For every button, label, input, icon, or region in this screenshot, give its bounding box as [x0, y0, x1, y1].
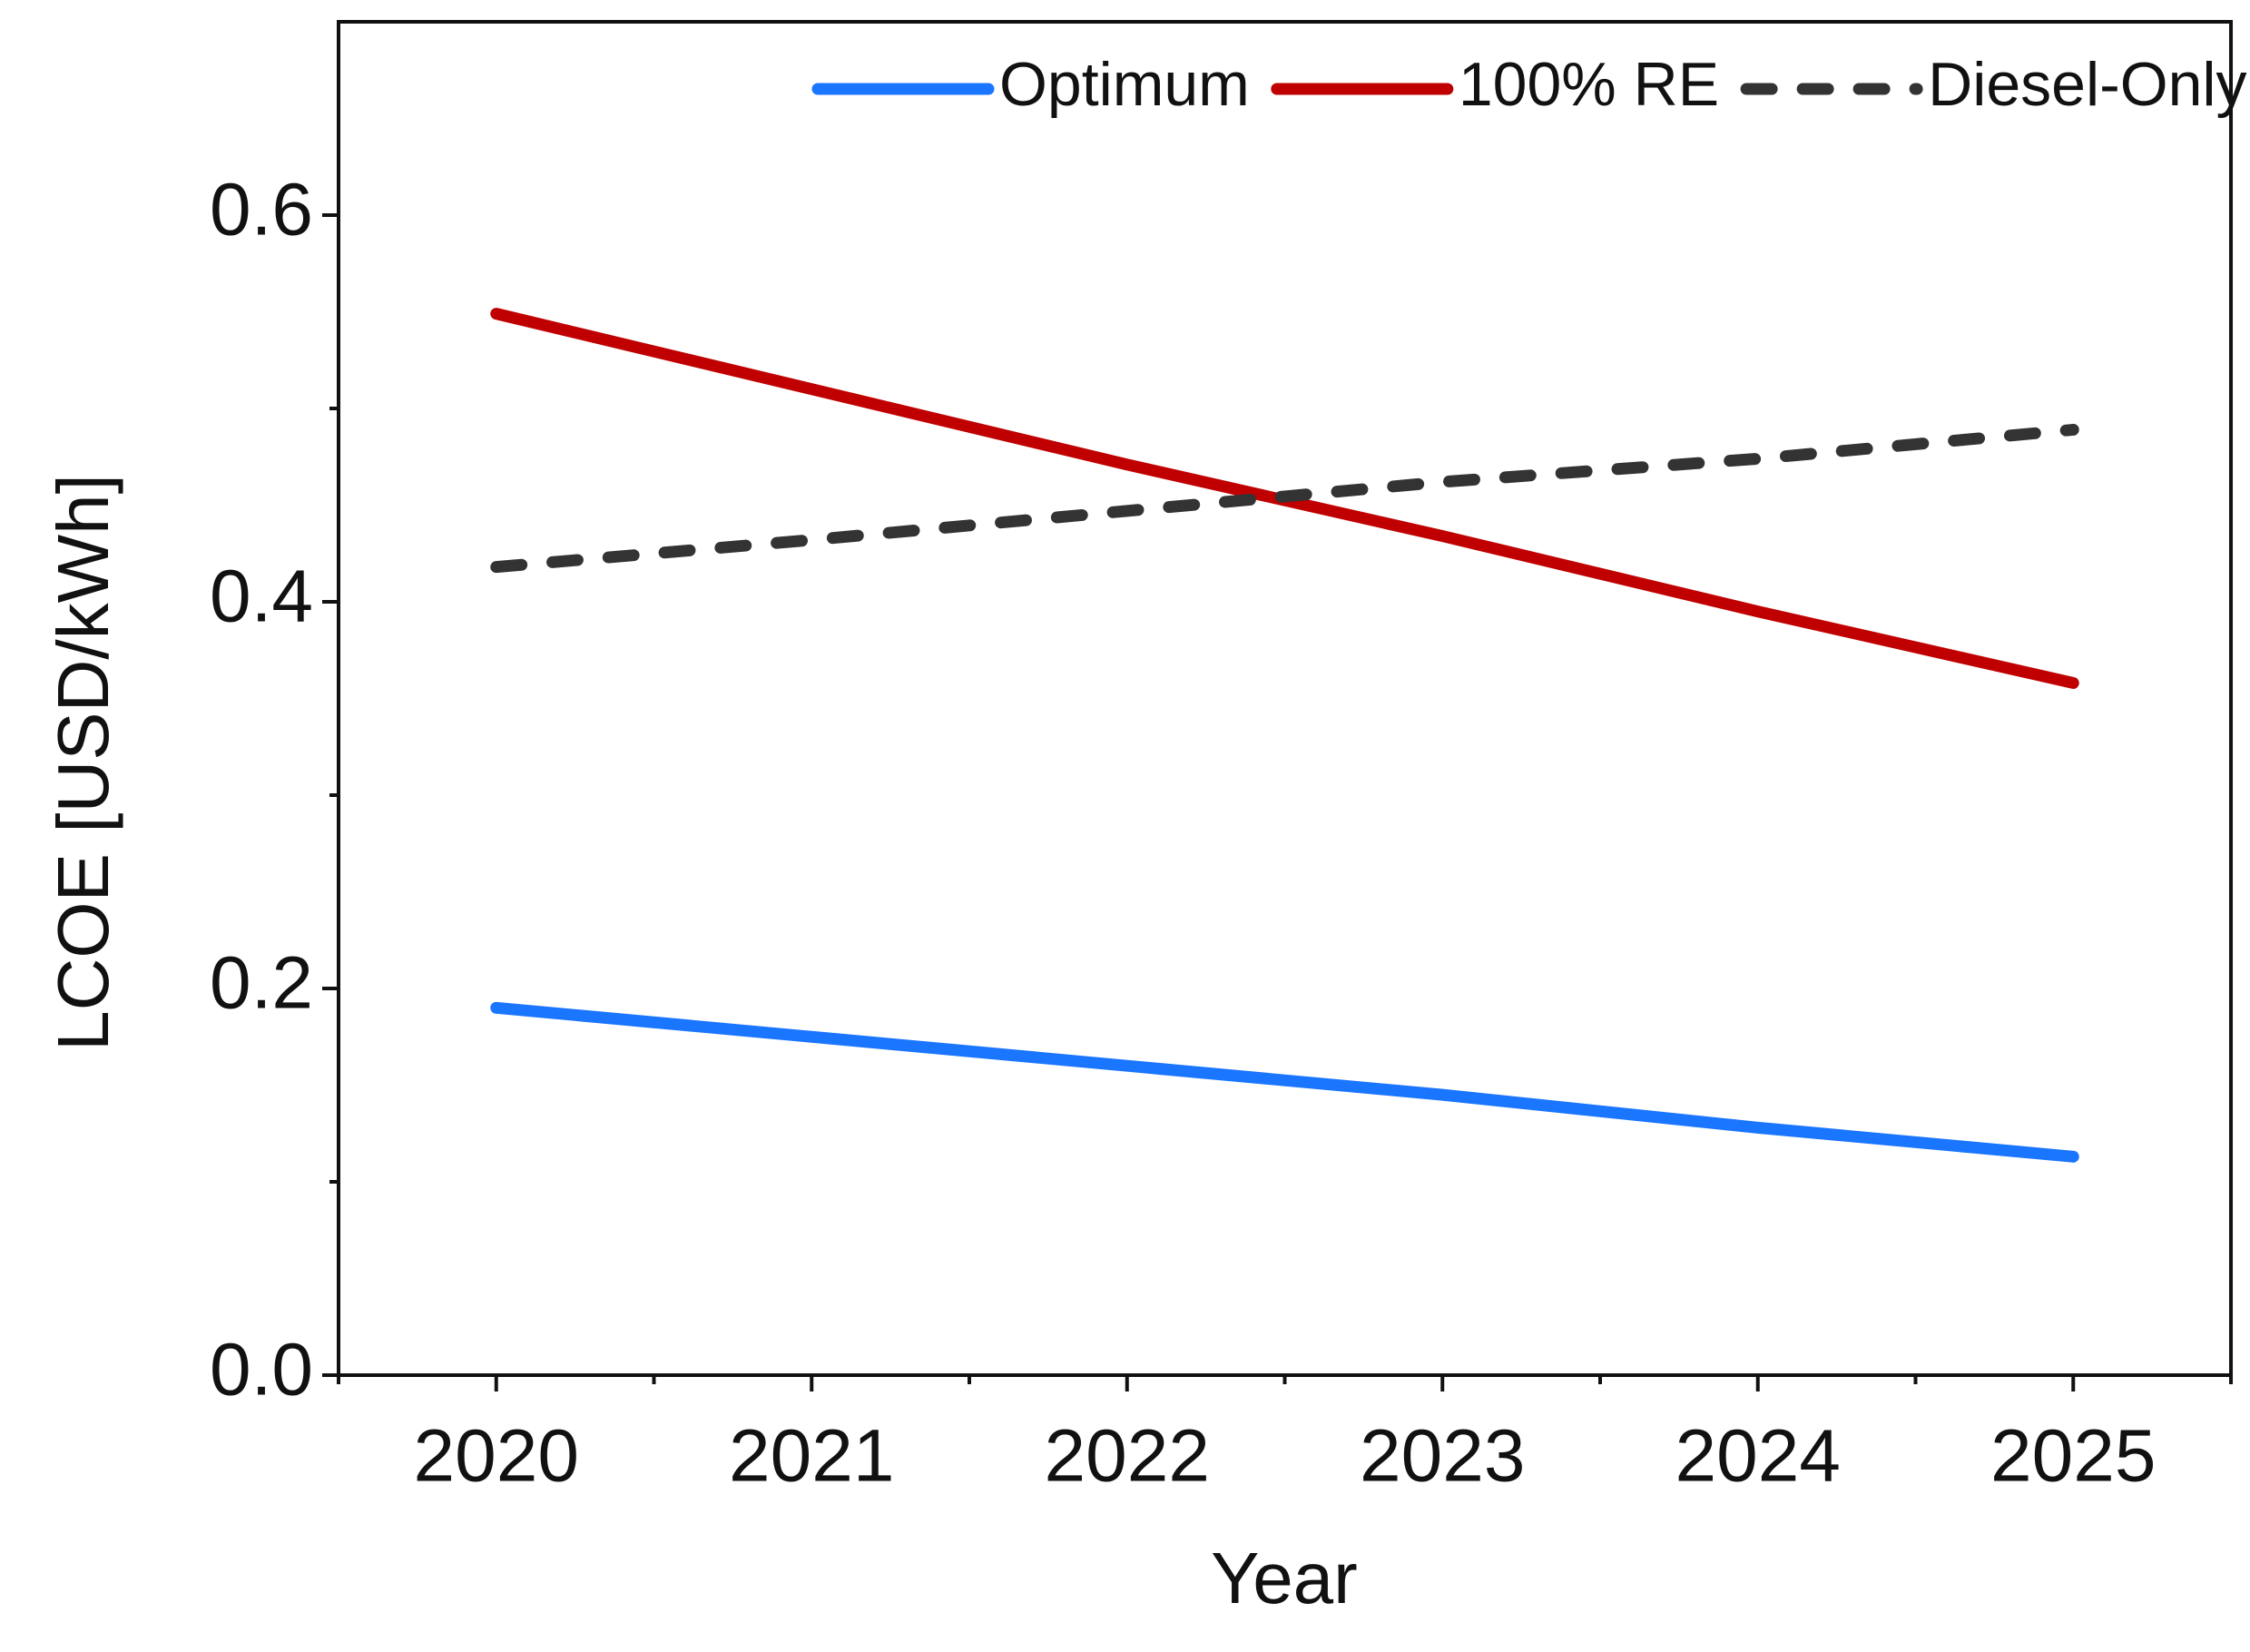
y-tick-label: 0.2: [210, 942, 313, 1025]
y-tick-label: 0.4: [210, 556, 313, 638]
x-tick-label: 2021: [729, 1415, 894, 1498]
series-line: [490, 423, 2079, 574]
x-tick-label: 2023: [1360, 1415, 1525, 1498]
x-tick-label: 2020: [414, 1415, 579, 1498]
x-tick-label: 2022: [1045, 1415, 1210, 1498]
x-axis-label: Year: [1211, 1538, 1358, 1618]
y-tick-label: 0.6: [210, 169, 313, 251]
series-line: [490, 1001, 2079, 1163]
y-axis-label: LCOE [USD/kWh]: [43, 474, 123, 1051]
x-tick-label: 2024: [1675, 1415, 1841, 1498]
legend-label: Diesel-Only: [1928, 50, 2246, 119]
plot-frame: [337, 20, 2233, 1377]
legend-label: 100% RE: [1459, 50, 1719, 119]
y-tick-label: 0.0: [210, 1329, 313, 1411]
legend-label: Optimum: [999, 50, 1250, 119]
x-tick-label: 2025: [1990, 1415, 2156, 1498]
